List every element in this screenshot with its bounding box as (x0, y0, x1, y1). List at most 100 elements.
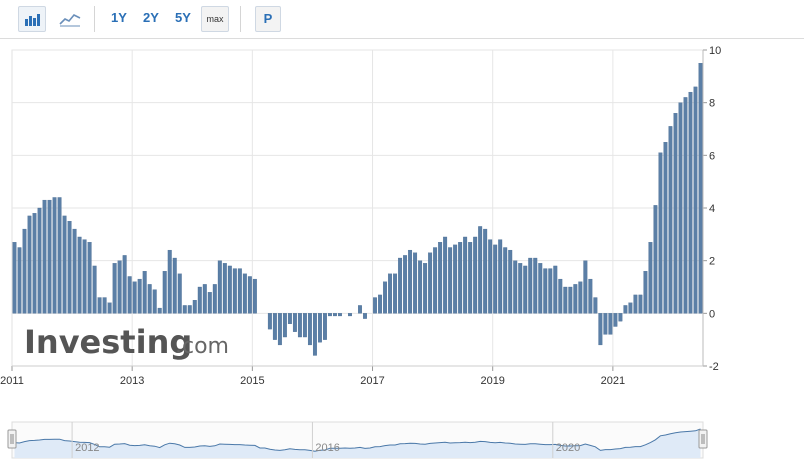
bar[interactable] (373, 297, 377, 314)
bar[interactable] (22, 228, 27, 314)
bar[interactable] (17, 247, 22, 314)
bar[interactable] (653, 205, 658, 314)
bar[interactable] (553, 265, 558, 314)
bar[interactable] (302, 313, 307, 338)
bar[interactable] (628, 302, 633, 314)
bar[interactable] (57, 197, 62, 314)
bar[interactable] (107, 302, 112, 314)
bar[interactable] (202, 284, 207, 314)
bar[interactable] (102, 297, 107, 314)
bar[interactable] (423, 263, 428, 314)
bar[interactable] (227, 265, 232, 314)
bar[interactable] (528, 257, 533, 314)
bar[interactable] (443, 236, 448, 314)
bar[interactable] (533, 257, 538, 314)
bar[interactable] (608, 313, 613, 335)
bar[interactable] (217, 260, 222, 314)
bar[interactable] (623, 305, 628, 314)
bar[interactable] (613, 313, 618, 327)
bar[interactable] (242, 273, 247, 314)
bar[interactable] (292, 313, 297, 332)
line-chart-icon[interactable] (56, 6, 84, 32)
bar[interactable] (197, 286, 202, 314)
bar[interactable] (142, 271, 147, 314)
bar[interactable] (112, 263, 117, 314)
bar[interactable] (157, 307, 162, 314)
bar[interactable] (398, 257, 403, 314)
bar[interactable] (603, 313, 608, 335)
bar[interactable] (413, 252, 418, 314)
bar[interactable] (568, 286, 573, 314)
bar[interactable] (663, 142, 668, 314)
bar[interactable] (683, 97, 688, 314)
bar[interactable] (503, 247, 508, 314)
bar[interactable] (87, 242, 92, 314)
bar[interactable] (458, 242, 463, 314)
bar[interactable] (543, 268, 548, 314)
bar[interactable] (658, 152, 663, 314)
bar[interactable] (252, 278, 257, 314)
bar[interactable] (328, 313, 332, 317)
bar[interactable] (518, 263, 523, 314)
bar[interactable] (638, 294, 643, 314)
bar[interactable] (468, 242, 473, 314)
bar[interactable] (598, 313, 603, 346)
bar[interactable] (393, 273, 398, 314)
bar[interactable] (408, 249, 413, 314)
bar[interactable] (563, 286, 568, 314)
bar[interactable] (152, 289, 157, 314)
bar[interactable] (378, 294, 382, 314)
bar[interactable] (583, 260, 588, 314)
navigator-left-handle[interactable] (7, 429, 17, 449)
bar[interactable] (648, 242, 653, 314)
bar[interactable] (498, 239, 503, 314)
bar[interactable] (513, 260, 518, 314)
bar[interactable] (558, 278, 563, 314)
bar[interactable] (643, 271, 648, 314)
bar[interactable] (483, 228, 488, 314)
bar[interactable] (82, 239, 87, 314)
bar[interactable] (272, 313, 277, 340)
bar[interactable] (478, 226, 483, 314)
bar[interactable] (363, 313, 367, 319)
bar[interactable] (618, 313, 623, 322)
bar[interactable] (698, 63, 703, 314)
bar[interactable] (428, 252, 433, 314)
bar[interactable] (62, 215, 67, 314)
bar[interactable] (117, 260, 122, 314)
bar[interactable] (127, 276, 132, 314)
bar[interactable] (317, 313, 322, 343)
bar[interactable] (418, 260, 423, 314)
bar[interactable] (403, 255, 408, 314)
bar[interactable] (433, 247, 438, 314)
bar[interactable] (322, 313, 327, 340)
bar[interactable] (333, 313, 337, 317)
bar[interactable] (232, 268, 237, 314)
bar[interactable] (548, 268, 553, 314)
bar[interactable] (247, 276, 252, 314)
bar[interactable] (267, 313, 272, 330)
bar[interactable] (493, 244, 498, 314)
bar[interactable] (463, 236, 468, 314)
bar[interactable] (438, 242, 443, 314)
bar[interactable] (538, 263, 543, 314)
bar[interactable] (137, 278, 142, 314)
bar[interactable] (212, 284, 217, 314)
bar[interactable] (162, 271, 167, 314)
range-5y-button[interactable]: 5Y (175, 10, 191, 25)
bar[interactable] (122, 255, 127, 314)
bar[interactable] (678, 102, 683, 314)
range-1y-button[interactable]: 1Y (111, 10, 127, 25)
bar[interactable] (693, 86, 698, 314)
bar[interactable] (578, 281, 583, 314)
navigator[interactable]: 2012 2016 2020 (7, 421, 708, 459)
bar[interactable] (588, 278, 593, 314)
bar[interactable] (488, 239, 493, 314)
bar[interactable] (37, 207, 42, 314)
navigator-right-handle[interactable] (698, 429, 708, 449)
bar[interactable] (593, 297, 598, 314)
bar[interactable] (338, 313, 342, 317)
bar[interactable] (12, 242, 17, 314)
bar[interactable] (32, 213, 37, 314)
bar[interactable] (688, 91, 693, 314)
